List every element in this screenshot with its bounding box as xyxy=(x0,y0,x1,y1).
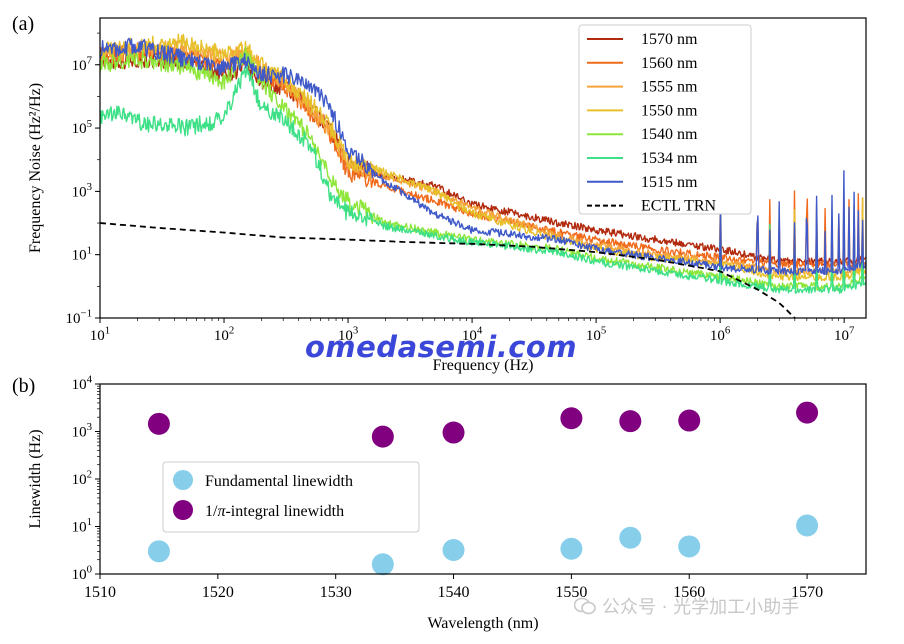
legend-label-1555-nm: 1555 nm xyxy=(641,79,698,96)
panel-a-xtick-label: 103 xyxy=(338,325,358,344)
scatter-point-fundamental xyxy=(371,553,394,576)
panel-a-xtick-label: 105 xyxy=(586,325,606,344)
panel-a-ytick-label: 107 xyxy=(72,54,93,73)
legend-label-fundamental: Fundamental linewidth xyxy=(205,473,353,490)
panel-b-xlabel: Wavelength (nm) xyxy=(427,615,538,632)
scatter-point-integral xyxy=(796,401,819,424)
watermark-text: omedasemi.com xyxy=(305,330,578,364)
scatter-point-integral xyxy=(560,407,583,430)
panel-a-ytick-label: 105 xyxy=(72,118,92,137)
panel-b-xtick-label: 1510 xyxy=(84,584,116,601)
panel-a-ytick-label: 103 xyxy=(72,181,92,200)
wechat-icon xyxy=(573,597,596,615)
scatter-point-integral xyxy=(371,425,394,448)
scatter-point-fundamental xyxy=(560,537,583,560)
panel-b-xtick-label: 1540 xyxy=(438,584,470,601)
scatter-point-fundamental xyxy=(147,540,170,563)
panel-b-xtick-label: 1530 xyxy=(320,584,352,601)
legend-label-1560-nm: 1560 nm xyxy=(641,55,698,72)
panel-b-ytick-label: 101 xyxy=(72,516,92,535)
panel-b-ylabel: Linewidth (Hz) xyxy=(27,429,44,528)
panel-a-xlabel: Frequency (Hz) xyxy=(433,357,534,374)
panel-a-xtick-label: 107 xyxy=(834,325,855,344)
wechat-caption-text: 公众号 · 光学加工小助手 xyxy=(602,597,800,618)
legend-label-1540-nm: 1540 nm xyxy=(641,126,698,143)
legend-marker-fundamental xyxy=(173,470,193,490)
panel-b-ytick-label: 100 xyxy=(72,564,92,583)
panel-a-legend xyxy=(578,24,752,215)
scatter-point-fundamental xyxy=(796,514,819,537)
panel-a-ylabel: Frequency Noise (Hz²/Hz) xyxy=(27,83,44,253)
scatter-point-integral xyxy=(619,410,642,433)
wechat-caption: 公众号 · 光学加工小助手 xyxy=(573,593,800,619)
legend-marker-integral xyxy=(173,500,193,520)
panel-b-ytick-label: 104 xyxy=(72,374,93,393)
legend-label-ECTL-TRN: ECTL TRN xyxy=(641,198,717,215)
panel-a-label: (a) xyxy=(12,13,34,35)
panel-b-ytick-label: 102 xyxy=(72,469,92,488)
panel-a-xtick-label: 101 xyxy=(90,325,110,344)
legend-label-integral: 1/π-integral linewidth xyxy=(205,503,344,520)
panel-a-xtick-label: 106 xyxy=(710,325,731,344)
panel-a-xtick-label: 102 xyxy=(214,325,234,344)
panel-b-xtick-label: 1520 xyxy=(202,584,234,601)
scatter-point-integral xyxy=(442,421,465,444)
series-line-1515-nm xyxy=(100,37,866,276)
scatter-point-fundamental xyxy=(442,539,465,562)
panel-b-legend xyxy=(162,461,420,533)
series-line-ECTL-TRN xyxy=(100,222,796,318)
legend-label-1534-nm: 1534 nm xyxy=(641,150,698,167)
scatter-point-fundamental xyxy=(678,535,701,558)
panel-a-ytick-label: 10−1 xyxy=(66,308,93,327)
panel-b-xtick-label: 1560 xyxy=(673,584,705,601)
panel-a-plot xyxy=(100,33,866,318)
scatter-point-fundamental xyxy=(619,526,642,549)
panel-a-ytick-label: 101 xyxy=(72,244,92,263)
panel-b-label: (b) xyxy=(12,375,35,397)
panel-a-xtick-label: 104 xyxy=(462,325,483,344)
scatter-point-integral xyxy=(678,409,701,432)
panel-b-xtick-label: 1570 xyxy=(791,584,823,601)
legend-label-1570-nm: 1570 nm xyxy=(641,31,698,48)
series-line-1550-nm xyxy=(100,33,866,282)
panel-b-ytick-label: 103 xyxy=(72,421,92,440)
panel-a-frame xyxy=(99,17,867,319)
legend-label-1515-nm: 1515 nm xyxy=(641,174,698,191)
legend-label-1550-nm: 1550 nm xyxy=(641,102,698,119)
panel-b-xtick-label: 1550 xyxy=(555,584,587,601)
scatter-point-integral xyxy=(147,412,170,435)
